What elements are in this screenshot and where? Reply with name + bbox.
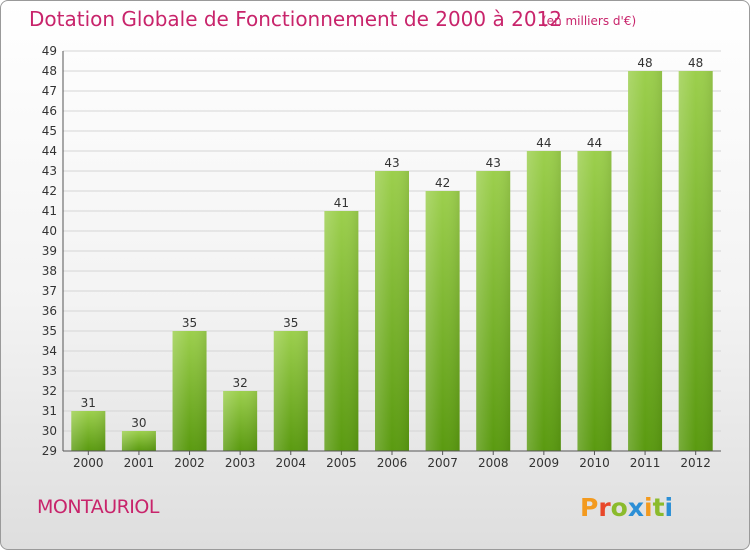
y-tick-label: 38 [42, 264, 57, 278]
y-tick-label: 36 [42, 304, 57, 318]
y-tick-label: 45 [42, 124, 57, 138]
svg-text:Proxiti: Proxiti [580, 493, 673, 522]
bar-shine [628, 71, 663, 451]
data-label: 35 [182, 316, 197, 330]
commune-name: MONTAURIOL [37, 496, 159, 518]
data-label: 43 [384, 156, 399, 170]
bar-shine [71, 411, 106, 451]
bar-shine [121, 431, 156, 451]
x-tick-label: 2012 [680, 456, 711, 470]
data-label: 42 [435, 176, 450, 190]
y-tick-label: 33 [42, 364, 57, 378]
y-tick-label: 35 [42, 324, 57, 338]
data-label: 32 [233, 376, 248, 390]
bar-shine [476, 171, 511, 451]
x-tick-label: 2008 [478, 456, 509, 470]
data-label: 44 [587, 136, 602, 150]
data-label: 30 [131, 416, 146, 430]
x-tick-label: 2011 [630, 456, 661, 470]
y-tick-label: 34 [42, 344, 57, 358]
y-tick-label: 40 [42, 224, 57, 238]
y-tick-label: 43 [42, 164, 57, 178]
y-tick-label: 48 [42, 64, 57, 78]
x-tick-label: 2010 [579, 456, 610, 470]
y-tick-label: 31 [42, 404, 57, 418]
bar-shine [375, 171, 409, 451]
x-tick-label: 2007 [427, 456, 458, 470]
x-tick-label: 2006 [377, 456, 408, 470]
bar-chart: 31 30 35 32 35 41 43 42 43 44 44 48 48 29 30 31 32 33 34 3… [42, 44, 721, 470]
data-label: 48 [637, 56, 652, 70]
x-tick-label: 2004 [275, 456, 306, 470]
data-label: 43 [486, 156, 501, 170]
y-tick-label: 44 [42, 144, 57, 158]
data-label: 44 [536, 136, 551, 150]
y-tick-label: 29 [42, 444, 57, 458]
bar-shine [678, 71, 713, 451]
proxiti-logo[interactable]: Proxiti [576, 486, 696, 526]
y-tick-label: 49 [42, 44, 57, 58]
y-tick-label: 47 [42, 84, 57, 98]
x-tick-label: 2005 [326, 456, 357, 470]
data-label: 41 [334, 196, 349, 210]
y-tick-label: 42 [42, 184, 57, 198]
data-label: 31 [81, 396, 96, 410]
bar-shine [577, 151, 612, 451]
data-label: 35 [283, 316, 298, 330]
y-tick-label: 30 [42, 424, 57, 438]
bar-shine [425, 191, 460, 451]
y-tick-label: 41 [42, 204, 57, 218]
y-tick-label: 39 [42, 244, 57, 258]
x-tick-label: 2000 [73, 456, 104, 470]
bar-shine [273, 331, 308, 451]
x-tick-label: 2001 [124, 456, 155, 470]
bar-shine [324, 211, 359, 451]
x-tick-label: 2002 [174, 456, 205, 470]
bar-shine [223, 391, 258, 451]
x-tick-label: 2003 [225, 456, 256, 470]
x-tick-label: 2009 [529, 456, 560, 470]
y-tick-label: 46 [42, 104, 57, 118]
bar-shine [172, 331, 207, 451]
y-tick-label: 32 [42, 384, 57, 398]
y-tick-label: 37 [42, 284, 57, 298]
chart-unit: (en milliers d'€) [542, 14, 637, 28]
data-label: 48 [688, 56, 703, 70]
chart-title: Dotation Globale de Fonctionnement de 20… [29, 7, 562, 31]
bar-shine [526, 151, 561, 451]
